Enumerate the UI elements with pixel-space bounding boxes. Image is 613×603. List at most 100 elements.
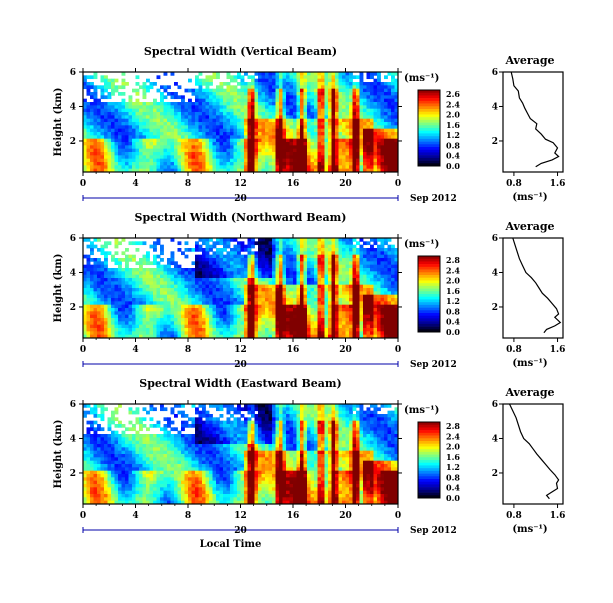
heatmap-cell	[150, 325, 154, 329]
heatmap-cell	[297, 241, 301, 245]
heatmap-cell	[349, 245, 353, 249]
heatmap-cell	[87, 155, 91, 159]
heatmap-cell	[97, 135, 101, 139]
heatmap-cell	[185, 298, 189, 302]
heatmap-cell	[174, 331, 178, 335]
heatmap-cell	[276, 301, 280, 305]
heatmap-cell	[300, 119, 304, 123]
heatmap-cell	[314, 92, 318, 96]
heatmap-cell	[97, 122, 101, 126]
heatmap-cell	[216, 281, 220, 285]
heatmap-cell	[290, 315, 294, 319]
heatmap-cell	[244, 85, 248, 89]
heatmap-cell	[360, 145, 364, 149]
heatmap-cell	[87, 129, 91, 133]
heatmap-cell	[276, 325, 280, 329]
heatmap-cell	[377, 82, 381, 86]
heatmap-cell	[290, 89, 294, 93]
heatmap-cell	[164, 89, 168, 93]
heatmap-cell	[363, 95, 367, 99]
heatmap-cell	[206, 325, 210, 329]
heatmap-cell	[304, 139, 308, 143]
heatmap-cell	[332, 271, 336, 275]
heatmap-cell	[160, 268, 164, 272]
heatmap-cell	[153, 278, 157, 282]
heatmap-cell	[167, 325, 171, 329]
heatmap-cell	[388, 152, 392, 156]
heatmap-cell	[160, 119, 164, 123]
heatmap-cell	[388, 281, 392, 285]
heatmap-cell	[339, 268, 343, 272]
heatmap-cell	[181, 162, 185, 166]
heatmap-cell	[122, 318, 126, 322]
heatmap-cell	[244, 155, 248, 159]
heatmap-cell	[97, 321, 101, 325]
heatmap-cell	[143, 112, 147, 116]
heatmap-cell	[87, 142, 91, 146]
heatmap-cell	[325, 275, 329, 279]
heatmap-cell	[125, 152, 129, 156]
heatmap-cell	[101, 268, 105, 272]
heatmap-cell	[311, 258, 315, 262]
heatmap-cell	[279, 135, 283, 139]
heatmap-cell	[360, 311, 364, 315]
heatmap-cell	[283, 122, 287, 126]
heatmap-cell	[300, 241, 304, 245]
heatmap-cell	[300, 301, 304, 305]
heatmap-cell	[164, 159, 168, 163]
heatmap-cell	[216, 122, 220, 126]
heatmap-cell	[241, 85, 245, 89]
heatmap-cell	[360, 291, 364, 295]
heatmap-cell	[171, 119, 175, 123]
heatmap-cell	[202, 109, 206, 113]
heatmap-cell	[272, 75, 276, 79]
heatmap-cell	[377, 295, 381, 299]
heatmap-cell	[181, 125, 185, 129]
heatmap-cell	[318, 105, 322, 109]
heatmap-cell	[185, 125, 189, 129]
heatmap-cell	[150, 112, 154, 116]
heatmap-cell	[374, 99, 378, 103]
heatmap-cell	[209, 155, 213, 159]
heatmap-cells	[83, 72, 398, 172]
heatmap-cell	[391, 85, 395, 89]
heatmap-cell	[185, 275, 189, 279]
heatmap-cell	[332, 105, 336, 109]
heatmap-cell	[377, 328, 381, 332]
heatmap-cell	[384, 125, 388, 129]
heatmap-cell	[321, 318, 325, 322]
heatmap-cell	[349, 135, 353, 139]
heatmap-cell	[150, 152, 154, 156]
heatmap-cell	[293, 268, 297, 272]
heatmap-cell	[353, 268, 357, 272]
heatmap-cell	[290, 112, 294, 116]
heatmap-cell	[164, 139, 168, 143]
heatmap-cell	[216, 261, 220, 265]
heatmap-cell	[290, 301, 294, 305]
heatmap-cell	[167, 155, 171, 159]
heatmap-cell	[188, 112, 192, 116]
heatmap-cell	[125, 298, 129, 302]
heatmap-cell	[258, 261, 262, 265]
heatmap-cell	[346, 325, 350, 329]
heatmap-cell	[332, 79, 336, 83]
heatmap-cell	[328, 115, 332, 119]
heatmap-cell	[318, 95, 322, 99]
heatmap-cell	[381, 271, 385, 275]
heatmap-cell	[174, 139, 178, 143]
heatmap-cell	[146, 275, 150, 279]
heatmap-cell	[276, 82, 280, 86]
heatmap-cell	[167, 105, 171, 109]
heatmap-cell	[230, 102, 234, 106]
heatmap-cell	[234, 129, 238, 133]
heatmap-cell	[174, 288, 178, 292]
heatmap-cell	[206, 135, 210, 139]
heatmap-cell	[234, 132, 238, 136]
heatmap-cell	[234, 145, 238, 149]
heatmap-cell	[104, 115, 108, 119]
heatmap-cell	[202, 105, 206, 109]
heatmap-cell	[356, 311, 360, 315]
heatmap-cell	[136, 129, 140, 133]
heatmap-cell	[349, 308, 353, 312]
heatmap-cell	[370, 305, 374, 309]
